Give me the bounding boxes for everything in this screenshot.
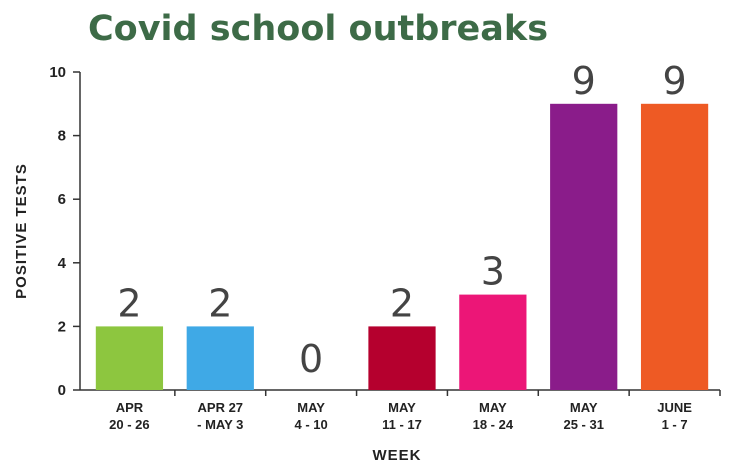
y-tick-label: 2 bbox=[58, 318, 66, 335]
x-tick-label: 11 - 17 bbox=[382, 417, 422, 432]
bar bbox=[368, 326, 436, 390]
bar-value-label: 9 bbox=[662, 59, 686, 103]
bar-value-label: 0 bbox=[299, 337, 323, 381]
data-labels-group: 2 2 0 2 3 9 9 bbox=[117, 59, 686, 381]
y-axis-label: POSITIVE TESTS bbox=[13, 163, 30, 299]
bar-value-label: 9 bbox=[572, 59, 596, 103]
x-tick-label: 25 - 31 bbox=[563, 417, 603, 432]
bar bbox=[550, 103, 618, 391]
bar-value-label: 2 bbox=[390, 281, 414, 325]
x-tick-label: 20 - 26 bbox=[109, 417, 149, 432]
bar bbox=[186, 326, 254, 390]
bar bbox=[640, 103, 709, 391]
x-tick-label: JUNE bbox=[657, 400, 692, 415]
y-ticks-group: 0 2 4 6 8 10 bbox=[49, 64, 80, 399]
x-tick-label: MAY bbox=[388, 400, 416, 415]
x-tick-label: 1 - 7 bbox=[662, 417, 688, 432]
bar bbox=[95, 326, 164, 390]
x-axis-label: WEEK bbox=[373, 447, 422, 464]
x-tick-label: APR 27 bbox=[198, 400, 244, 415]
x-tick-label: 4 - 10 bbox=[295, 417, 328, 432]
bar-value-label: 2 bbox=[117, 281, 141, 325]
x-tick-label: MAY bbox=[570, 400, 598, 415]
x-tick-label: 18 - 24 bbox=[473, 417, 514, 432]
x-tick-label: APR bbox=[116, 400, 144, 415]
x-ticks-group: APR 20 - 26 APR 27 - MAY 3 MAY 4 - 10 MAY 11 - … bbox=[109, 390, 721, 432]
bar-value-label: 2 bbox=[208, 281, 232, 325]
bar-value-label: 3 bbox=[481, 250, 505, 294]
x-tick-label: MAY bbox=[297, 400, 325, 415]
y-tick-label: 0 bbox=[58, 382, 66, 399]
y-tick-label: 6 bbox=[58, 191, 66, 208]
bar bbox=[459, 294, 527, 390]
y-tick-label: 10 bbox=[49, 64, 66, 81]
bars-group bbox=[95, 103, 709, 391]
y-tick-label: 8 bbox=[58, 128, 66, 145]
chart-title: Covid school outbreaks bbox=[88, 9, 548, 49]
y-tick-label: 4 bbox=[58, 255, 67, 272]
x-tick-label: - MAY 3 bbox=[197, 417, 243, 432]
x-tick-label: MAY bbox=[479, 400, 507, 415]
